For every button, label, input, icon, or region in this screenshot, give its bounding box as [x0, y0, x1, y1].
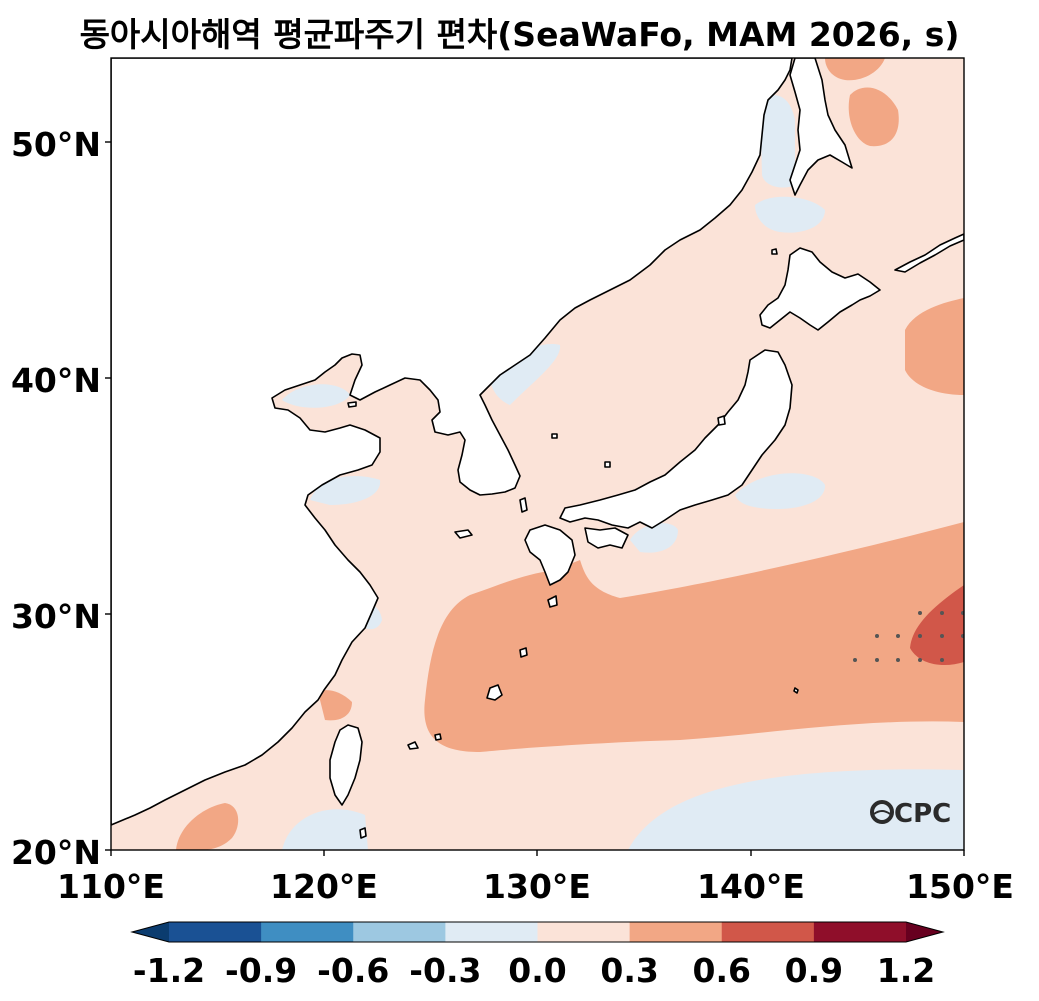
land-taiwan — [329, 724, 363, 806]
colorbar-tick-label: 0.9 — [785, 951, 843, 990]
lat-tick-labels: 20°N 30°N 40°N 50°N — [11, 125, 101, 872]
land-tanegashima — [547, 595, 558, 608]
colorbar-tick-label: 0.0 — [508, 951, 566, 990]
positive-patch-east-japan — [905, 298, 964, 395]
colorbar-tick-label: -1.2 — [133, 951, 205, 990]
colorbar-tick-label: -0.9 — [225, 951, 297, 990]
lat-tick-label: 50°N — [11, 125, 101, 164]
land-tsushima — [519, 497, 528, 513]
coastlines — [111, 58, 964, 839]
land-bohai-island — [347, 401, 357, 408]
logo-ring-icon — [870, 800, 894, 824]
land-izu-dot — [793, 687, 799, 694]
strong-positive-patch — [910, 585, 964, 666]
colorbar-segment — [721, 922, 815, 942]
logo-wave-icon — [873, 810, 891, 815]
negative-patch-south-china — [282, 809, 368, 850]
colorbar-tick-label: 0.6 — [693, 951, 751, 990]
land-ryukyu-1 — [519, 647, 528, 658]
land-ryukyu-4 — [434, 733, 442, 741]
colorbar: -1.2 -0.9 -0.6 -0.3 0.0 0.3 0.6 0.9 1.2 — [130, 921, 945, 990]
land-oki — [604, 461, 611, 468]
lat-tick-label: 40°N — [11, 361, 101, 400]
positive-patch-taiwan-strait-south — [176, 803, 239, 850]
land-hokkaido — [759, 247, 881, 331]
negative-patch-bohai — [282, 384, 350, 408]
colorbar-tick-label: -0.6 — [317, 951, 389, 990]
colorbar-extend-high — [906, 922, 943, 942]
positive-patch-okhotsk-north — [825, 58, 885, 81]
anomaly-field — [111, 58, 964, 850]
map-title: 동아시아해역 평균파주기 편차(SeaWaFo, MAM 2026, s) — [79, 15, 960, 54]
colorbar-tick-label: -0.3 — [409, 951, 481, 990]
land-asia-mainland — [111, 58, 793, 826]
colorbar-segment — [261, 922, 354, 942]
land-ryukyu-3 — [407, 741, 419, 750]
land-sakhalin — [789, 58, 853, 196]
land-sado — [717, 415, 726, 426]
lat-tick-label: 20°N — [11, 833, 101, 872]
negative-patch-east-korea — [490, 344, 561, 405]
significance-stipples — [853, 611, 964, 662]
colorbar-segment — [169, 922, 262, 942]
land-ulleung — [551, 433, 558, 439]
lon-tick-label: 150°E — [906, 867, 1014, 906]
land-small-island-south — [359, 827, 367, 839]
land-shikoku — [584, 527, 629, 549]
negative-patch-okhotsk-west — [755, 196, 825, 233]
lon-tick-label: 110°E — [57, 867, 165, 906]
negative-patch-japan-south — [735, 473, 826, 510]
colorbar-segment — [445, 922, 538, 942]
land-honshu — [559, 349, 793, 529]
positive-patch-okhotsk — [848, 87, 899, 147]
colorbar-segment — [537, 922, 631, 942]
logo-text: CPC — [894, 799, 951, 829]
cpc-logo: CPC — [870, 799, 951, 829]
negative-patch-yellow-sea — [310, 476, 381, 505]
positive-patch-taiwan-strait — [318, 690, 352, 721]
colorbar-segment — [629, 922, 723, 942]
lon-tick-label: 130°E — [483, 867, 591, 906]
colorbar-outline — [130, 921, 945, 943]
lat-tick-label: 30°N — [11, 597, 101, 636]
colorbar-tick-label: 0.3 — [600, 951, 658, 990]
land-jeju — [454, 529, 473, 539]
colorbar-tick-label: 1.2 — [877, 951, 935, 990]
colorbar-segment — [353, 922, 446, 942]
land-rishiri — [771, 248, 778, 255]
lon-tick-label: 140°E — [697, 867, 805, 906]
negative-patch-south — [628, 769, 964, 850]
land-ryukyu-2 — [486, 684, 503, 701]
colorbar-segment — [813, 922, 907, 942]
lon-tick-labels: 110°E 120°E 130°E 140°E 150°E — [57, 867, 1014, 906]
axis-tick-marks — [105, 141, 965, 856]
negative-patch-tatar — [760, 95, 795, 188]
negative-patch-kii — [630, 523, 678, 553]
land-kyushu — [524, 524, 576, 586]
lon-tick-label: 120°E — [270, 867, 378, 906]
land-kuril — [894, 233, 964, 273]
colorbar-extend-low — [132, 922, 169, 942]
